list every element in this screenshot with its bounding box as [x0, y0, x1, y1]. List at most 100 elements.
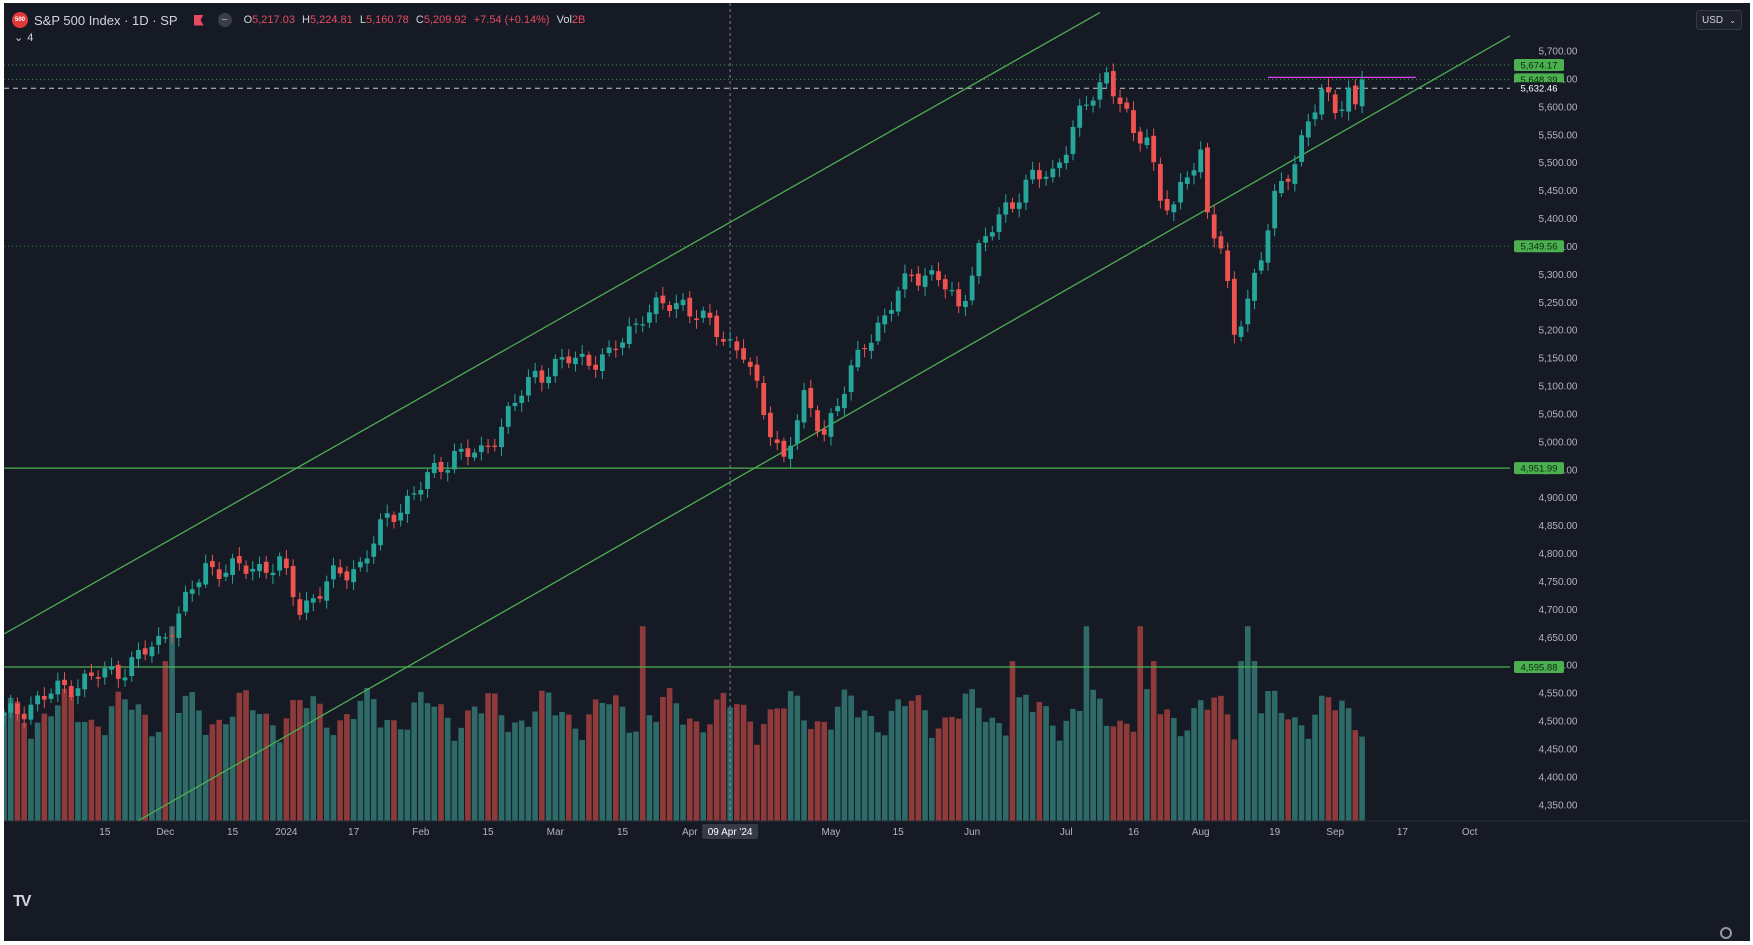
volume-bar — [48, 716, 54, 821]
candle-body — [1346, 87, 1352, 112]
candle-body — [290, 565, 296, 598]
volume-bar — [1043, 706, 1049, 821]
candle-body — [357, 561, 363, 568]
candle — [1292, 155, 1298, 192]
candle — [512, 394, 518, 412]
candle-body — [720, 339, 726, 342]
candle — [458, 443, 464, 460]
candle-body — [929, 270, 935, 275]
candle-body — [1144, 137, 1150, 146]
candle — [478, 436, 484, 461]
candle-body — [1043, 176, 1049, 179]
volume-bar — [1218, 695, 1224, 821]
candle-body — [1070, 126, 1076, 155]
candle-body — [1258, 260, 1264, 271]
candle-body — [485, 445, 491, 447]
candle — [115, 660, 121, 688]
volume-bar — [592, 699, 599, 821]
candle-body — [1205, 147, 1210, 213]
candle-body — [640, 324, 646, 326]
candle-body — [62, 679, 67, 686]
volume-bar — [673, 703, 680, 821]
candle — [431, 454, 437, 479]
candle-body — [404, 495, 410, 515]
volume-bar — [599, 702, 606, 821]
volume-bar — [848, 695, 854, 821]
candle — [391, 511, 397, 529]
volume-bar — [149, 736, 155, 821]
candle-body — [156, 636, 162, 645]
time-tick-label: 15 — [617, 827, 629, 838]
candle — [378, 513, 383, 551]
gear-icon[interactable] — [1720, 927, 1732, 939]
candle — [230, 553, 235, 584]
volume-bar — [660, 696, 666, 821]
candle — [75, 679, 81, 705]
candle — [593, 355, 599, 378]
candle — [1023, 174, 1029, 211]
volume-bar — [223, 724, 229, 821]
candle-body — [647, 312, 652, 323]
candle — [633, 318, 639, 334]
candle-body — [573, 357, 578, 365]
candle — [848, 359, 854, 401]
candle-body — [559, 357, 565, 360]
volume-bar — [465, 710, 471, 821]
collapse-minus-icon[interactable]: − — [217, 13, 232, 27]
candlestick-chart[interactable]: 5,700.005,650.005,600.005,550.005,500.00… — [4, 3, 1750, 941]
candle — [727, 331, 733, 348]
currency-select[interactable]: USD ⌄ — [1696, 10, 1742, 30]
volume-bar — [787, 691, 794, 821]
candle-body — [1036, 170, 1042, 180]
volume-bar — [545, 692, 552, 821]
volume-bar — [290, 700, 296, 821]
volume-bar — [619, 706, 626, 821]
candle-body — [95, 677, 101, 679]
volume-bar — [895, 699, 901, 821]
volume-bar — [1305, 738, 1312, 821]
candle-body — [1178, 181, 1183, 203]
symbol-title[interactable]: S&P 500 Index · 1D · SP — [34, 12, 178, 28]
candle — [599, 348, 605, 380]
candle — [626, 317, 632, 349]
candle — [539, 365, 545, 392]
volume-bar — [902, 706, 908, 821]
candle-body — [472, 452, 478, 458]
candle-body — [41, 696, 47, 700]
volume-bar — [68, 695, 75, 821]
price-tick-label: 5,150.00 — [1539, 354, 1578, 365]
volume-bar — [639, 626, 646, 821]
candle-body — [55, 680, 61, 695]
candle — [741, 339, 746, 364]
candle-body — [1252, 272, 1257, 301]
candle — [418, 481, 424, 502]
candle — [1252, 268, 1257, 310]
indicators-toggle[interactable]: ⌄ 4 — [14, 31, 33, 45]
flag-icon[interactable] — [193, 14, 204, 26]
candle-body — [593, 364, 599, 370]
time-tick-label: Oct — [1462, 827, 1478, 838]
candle-body — [68, 686, 74, 697]
candle-body — [727, 339, 733, 341]
candle — [95, 670, 101, 688]
candle-body — [310, 598, 316, 603]
time-tick-label: 2024 — [275, 827, 298, 838]
candle-body — [815, 410, 820, 432]
candle — [801, 382, 807, 429]
candle — [492, 438, 498, 452]
candle — [936, 262, 941, 287]
candle-body — [270, 572, 276, 576]
candle-body — [297, 599, 303, 615]
candle-body — [983, 236, 988, 243]
candle-body — [4, 712, 7, 716]
candle — [55, 672, 61, 703]
price-tick-label: 4,850.00 — [1539, 521, 1578, 532]
candle — [1171, 200, 1177, 222]
candle-body — [378, 519, 383, 546]
tradingview-logo[interactable]: TV — [13, 893, 32, 910]
candle — [1245, 289, 1251, 332]
candle-body — [902, 273, 908, 290]
volume-bar — [834, 706, 841, 821]
volume-bar — [512, 722, 518, 821]
candle-body — [1359, 79, 1365, 107]
